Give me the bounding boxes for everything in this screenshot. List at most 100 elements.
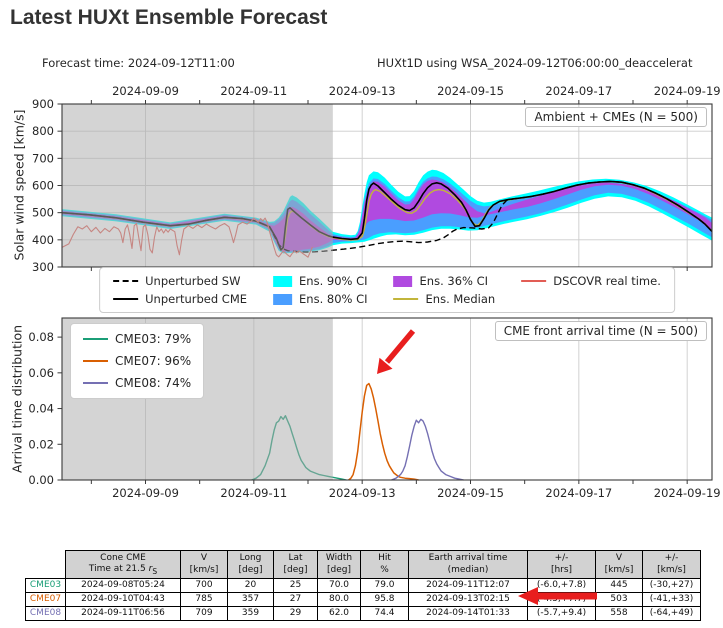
y-tick-label: 300 (32, 260, 54, 274)
plots-svg: 2024-09-09 2024-09-11 2024-09-13 2024-09-15… (28, 84, 721, 500)
dashed-line-swatch (113, 280, 139, 282)
legend-item-cme07: CME07: 96% (83, 354, 191, 368)
column-header: V [km/s] (595, 550, 643, 579)
cme-arrival-legend: CME03: 79% CME07: 96% CME08: 74% (70, 323, 205, 399)
column-header: V [km/s] (180, 550, 228, 579)
slate-line-swatch (83, 382, 108, 384)
table-cell: 74.4 (360, 606, 409, 621)
row-label: CME07 (25, 592, 66, 607)
column-header: Cone CME Time at 21.5 rS (65, 550, 181, 579)
cme07-peak-arrow (377, 329, 416, 374)
y-tick-label: 0.02 (28, 437, 54, 451)
column-header: +/- [hrs] (527, 550, 596, 579)
table-cell: 25 (273, 578, 318, 593)
table-cell: 359 (227, 606, 274, 621)
series-CME08: 74% (391, 418, 464, 481)
model-run-label: HUXt1D using WSA_2024-09-12T06:00:00_dea… (377, 56, 693, 70)
x-tick-label: 2024-09-11 (220, 486, 287, 500)
table-cell: 79.0 (360, 578, 409, 593)
legend-label: CME03: 79% (115, 332, 192, 346)
row-label: CME08 (25, 606, 66, 621)
orange-line-swatch (83, 360, 108, 362)
y-tick-label: 400 (32, 233, 54, 247)
table-cell: (-5.7,+9.4) (527, 606, 596, 621)
table-cell: 709 (180, 606, 228, 621)
table-cell: (-6.0,+7.8) (527, 578, 596, 593)
x-tick-label: 2024-09-13 (329, 84, 396, 98)
table-cell: 70.0 (317, 578, 361, 593)
legend-label: Unperturbed SW (145, 274, 241, 288)
red-line-swatch (521, 280, 547, 282)
legend-item-ens-80: Ens. 80% CI (273, 292, 368, 306)
y-tick-label: 500 (32, 206, 54, 220)
band-Ens. 36% CI (62, 179, 712, 252)
y-tick-label: 0.04 (28, 402, 54, 416)
table-cell: (-64,+49) (642, 606, 701, 621)
legend-label: CME07: 96% (115, 354, 192, 368)
table-cell: 2024-09-13T02:15 (408, 592, 528, 607)
column-header: Width [deg] (317, 550, 361, 579)
solid-line-swatch (113, 298, 139, 300)
blue-patch-swatch (273, 293, 293, 305)
y-tick-label: 700 (32, 151, 54, 165)
y-tick-label: 0.00 (28, 473, 54, 487)
legend-item-ens-90: Ens. 90% CI (273, 274, 368, 288)
page-title: Latest HUXt Ensemble Forecast (10, 6, 328, 29)
legend-item-ens-36: Ens. 36% CI (393, 274, 496, 288)
x-tick-label: 2024-09-15 (437, 486, 504, 500)
legend-label: Ens. 80% CI (299, 292, 368, 306)
cyan-patch-swatch (273, 275, 293, 287)
forecast-time-label: Forecast time: 2024-09-12T11:00 (42, 56, 235, 70)
arrival-annotation: CME front arrival time (N = 500) (494, 321, 707, 341)
table-cell: 357 (227, 592, 274, 607)
legend-item-cme08: CME08: 74% (83, 376, 191, 390)
table-cell: 2024-09-08T05:24 (65, 578, 181, 593)
table-cell: 62.0 (317, 606, 361, 621)
x-tick-label: 2024-09-09 (112, 84, 179, 98)
legend-item-unperturbed-sw: Unperturbed SW (113, 274, 247, 288)
x-tick-label: 2024-09-19 (654, 84, 721, 98)
x-tick-label: 2024-09-13 (329, 486, 396, 500)
table-cell: 2024-09-10T04:43 (65, 592, 181, 607)
legend-item-unperturbed-cme: Unperturbed CME (113, 292, 247, 306)
y-tick-label: 600 (32, 179, 54, 193)
observed-region-shade (62, 104, 333, 267)
table-cell: 785 (180, 592, 228, 607)
column-header: Long [deg] (227, 550, 274, 579)
table-row-cme08: CME08 2024-09-11T06:56 709 359 29 62.0 74.4 202… (25, 606, 701, 621)
table-cell: 2024-09-11T12:07 (408, 578, 528, 593)
table-cell: 2024-09-11T06:56 (65, 606, 181, 621)
top-plot-ylabel: Solar wind speed [km/s] (11, 109, 27, 261)
column-header: Earth arrival time (median) (408, 550, 528, 579)
y-tick-label: 900 (32, 97, 54, 111)
table-cell: 503 (595, 592, 643, 607)
x-tick-label: 2024-09-17 (545, 84, 612, 98)
x-tick-label: 2024-09-17 (545, 486, 612, 500)
table-row-cme03: CME03 2024-09-08T05:24 700 20 25 70.0 79.0 2024… (25, 578, 701, 593)
row-label: CME03 (25, 578, 66, 593)
top-plot-legend: Unperturbed SW Ens. 90% CI Ens. 36% CI D… (99, 267, 675, 313)
bottom-plot-ylabel: Arrival time distribution (9, 324, 25, 474)
legend-label: Ens. Median (425, 292, 496, 306)
legend-label: Unperturbed CME (145, 292, 248, 306)
table-cell: 2024-09-14T01:33 (408, 606, 528, 621)
table-cell: 29 (273, 606, 318, 621)
x-tick-label: 2024-09-09 (112, 486, 179, 500)
table-cell: 20 (227, 578, 274, 593)
x-tick-label: 2024-09-11 (220, 84, 287, 98)
table-corner (26, 551, 66, 579)
x-tick-label: 2024-09-15 (437, 84, 504, 98)
teal-line-swatch (83, 338, 108, 340)
y-tick-label: 800 (32, 124, 54, 138)
column-header: Hit% (360, 550, 409, 579)
y-tick-label: 0.06 (28, 366, 54, 380)
legend-label: DSCOVR real time. (553, 274, 661, 288)
column-header: Lat [deg] (273, 550, 318, 579)
legend-label: CME08: 74% (115, 376, 192, 390)
y-tick-label: 0.08 (28, 330, 54, 344)
x-tick-label: 2024-09-19 (654, 486, 721, 500)
table-cell: 80.0 (317, 592, 361, 607)
column-header: +/- [km/s] (642, 550, 701, 579)
legend-item-cme03: CME03: 79% (83, 332, 191, 346)
